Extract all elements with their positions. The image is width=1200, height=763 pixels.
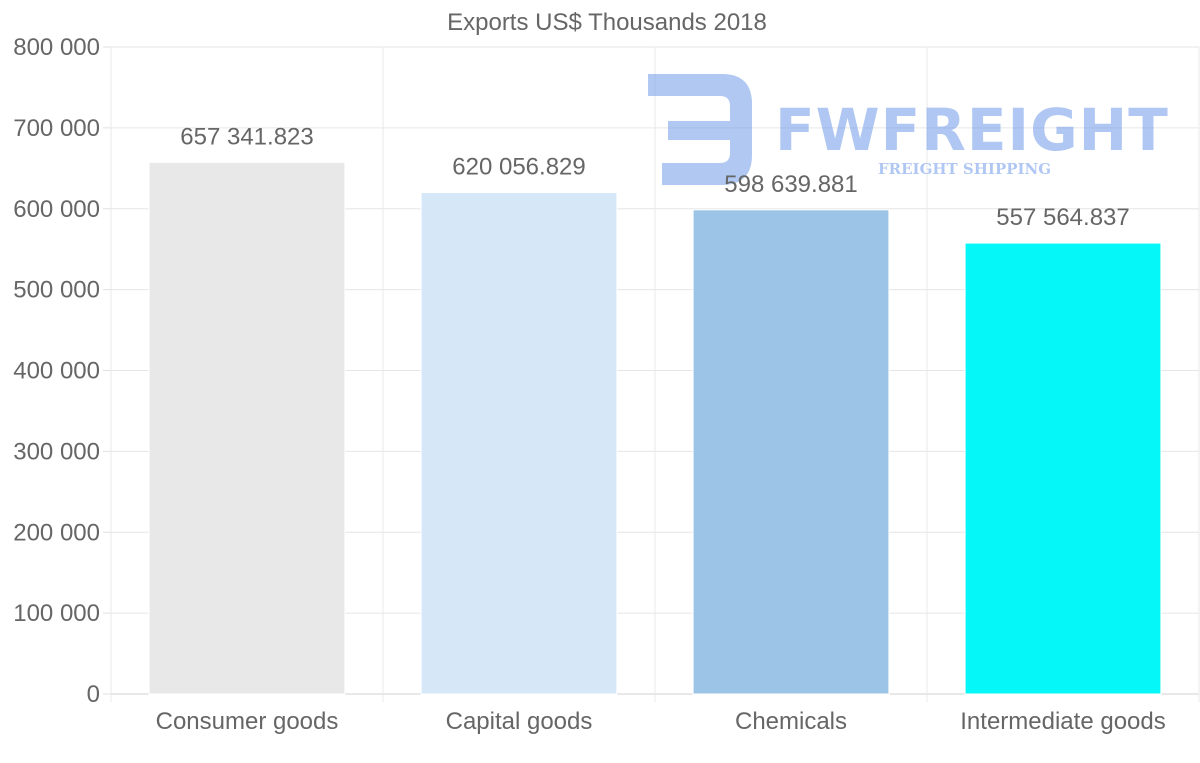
y-tick-label: 800 000 — [13, 34, 100, 61]
bar-capital-goods[interactable] — [420, 192, 618, 695]
bar-consumer-goods[interactable] — [148, 161, 346, 695]
bar-intermediate-goods[interactable] — [964, 242, 1162, 695]
data-label: 598 639.881 — [724, 171, 857, 198]
y-tick-label: 500 000 — [13, 277, 100, 304]
y-tick-label: 200 000 — [13, 519, 100, 546]
y-tick-label: 0 — [87, 681, 100, 708]
watermark-logo: FWFREIGHT FREIGHT SHIPPING — [648, 74, 1169, 185]
chart-labels: 0 100 000 200 000 300 000 400 000 500 000 600 … — [13, 34, 1166, 735]
y-tick-label: 700 000 — [13, 115, 100, 142]
watermark-emblem — [648, 74, 752, 185]
bar-chemicals[interactable] — [692, 209, 890, 695]
x-tick-label: Chemicals — [735, 708, 847, 735]
y-tick-label: 600 000 — [13, 196, 100, 223]
y-tick-label: 100 000 — [13, 600, 100, 627]
data-label: 657 341.823 — [180, 123, 313, 150]
chart-title: Exports US$ Thousands 2018 — [447, 9, 767, 36]
data-label: 620 056.829 — [452, 154, 585, 181]
y-tick-label: 400 000 — [13, 358, 100, 385]
watermark-brand: FWFREIGHT — [775, 96, 1169, 164]
x-tick-label: Consumer goods — [156, 708, 339, 735]
y-tick-label: 300 000 — [13, 438, 100, 465]
watermark-tagline: FREIGHT SHIPPING — [878, 160, 1051, 178]
data-label: 557 564.837 — [996, 204, 1129, 231]
x-tick-label: Capital goods — [446, 708, 593, 735]
x-tick-label: Intermediate goods — [960, 708, 1165, 735]
chart-bars — [148, 161, 1162, 695]
